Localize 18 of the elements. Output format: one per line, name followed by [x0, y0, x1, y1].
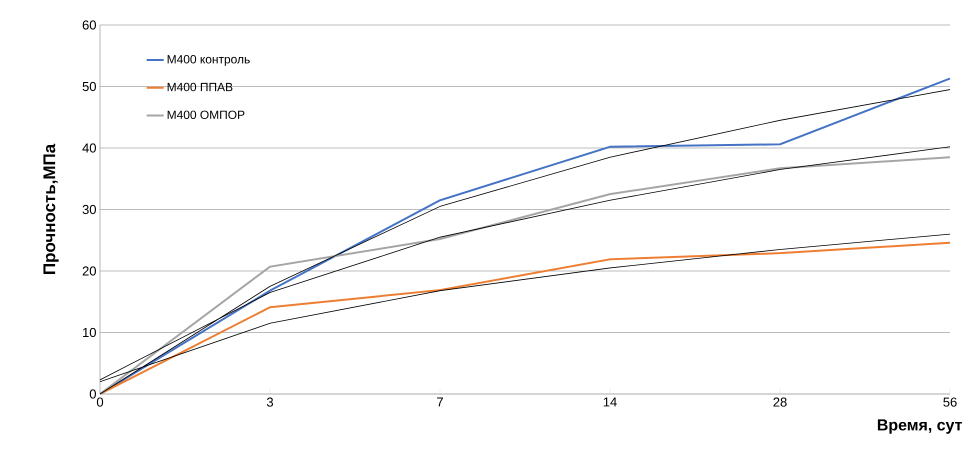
x-tick-label: 7 — [437, 398, 443, 406]
y-axis-title: Прочность,МПа — [43, 144, 59, 274]
x-tick-label: 14 — [604, 398, 617, 406]
y-tick-label: 60 — [82, 20, 96, 30]
legend-label: М400 контроль — [168, 55, 250, 66]
x-axis-title: Время, сут — [878, 419, 962, 434]
x-tick-label: 28 — [773, 398, 787, 407]
y-tick-label: 20 — [82, 266, 96, 276]
y-tick-label: 40 — [82, 143, 96, 153]
y-tick-label: 10 — [83, 328, 96, 338]
x-tick-label: 0 — [96, 398, 104, 407]
y-tick-label: 0 — [90, 389, 96, 399]
y-tick-label: 30 — [82, 204, 96, 214]
x-tick-label: 56 — [943, 398, 957, 407]
legend-label: М400 ОМПОР — [168, 110, 244, 120]
x-tick-label: 3 — [266, 398, 274, 407]
legend-label: М400 ППАВ — [168, 82, 232, 92]
y-tick-label: 50 — [82, 82, 96, 92]
